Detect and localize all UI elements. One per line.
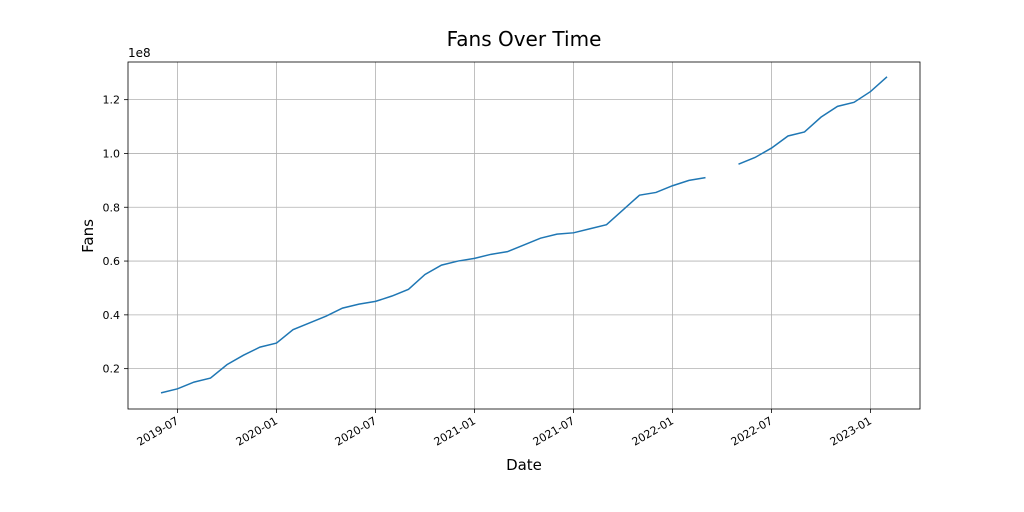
x-tick-label: 2022-07 [729,414,775,448]
x-tick-label: 2022-01 [630,414,676,448]
x-axis-label: Date [506,456,542,474]
y-offset-label: 1e8 [128,46,151,60]
chart-title: Fans Over Time [447,27,602,51]
x-tick-label: 2021-07 [531,414,577,448]
y-tick-label: 1.2 [103,94,121,107]
x-tick-label: 2023-01 [828,414,874,448]
y-tick-label: 0.4 [103,309,121,322]
x-tick-label: 2019-07 [135,414,181,448]
y-tick-label: 0.8 [103,201,121,214]
x-tick-label: 2021-01 [432,414,478,448]
y-axis-label: Fans [79,219,97,253]
data-line [160,76,888,394]
y-tick-label: 1.0 [103,147,121,160]
y-tick-label: 0.6 [103,255,121,268]
plot-frame [127,61,921,410]
x-tick-label: 2020-01 [234,414,280,448]
x-tick-label: 2020-07 [333,414,379,448]
y-tick-label: 0.2 [103,363,121,376]
